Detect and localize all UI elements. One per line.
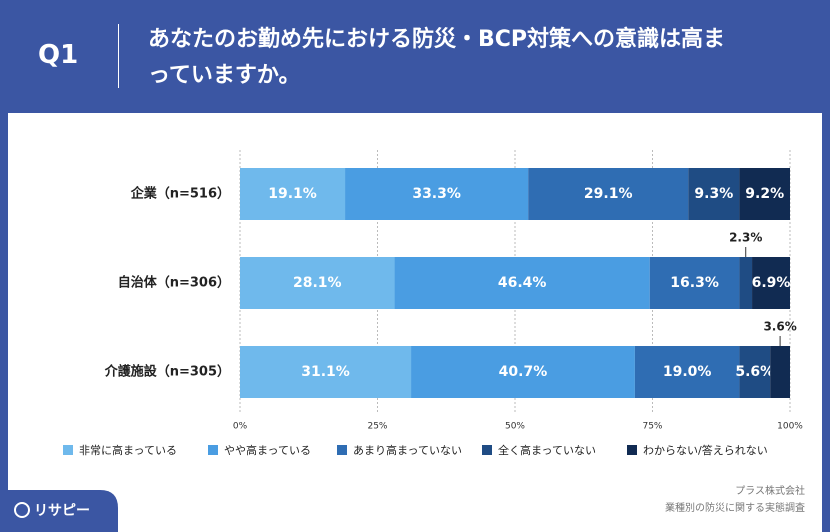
bar-segment [739,257,753,309]
x-tick-label: 0% [233,422,248,432]
value-label: 6.9% [752,275,791,291]
value-label: 9.3% [694,186,733,202]
legend-label: あまり高まっていない [353,443,462,457]
value-label: 33.3% [412,186,461,202]
value-label: 3.6% [763,320,796,334]
bar-segment [752,257,790,309]
survey: 業種別の防災に関する実態調査 [665,501,805,514]
bar-segment [240,168,346,220]
bar-segment [634,346,740,398]
bar-segment [739,346,771,398]
bar-segment [240,257,395,309]
value-label: 19.1% [268,186,317,202]
value-label: 28.1% [293,275,342,291]
value-label: 2.3% [729,231,762,245]
bar-segment [649,257,740,309]
logo-icon [14,502,30,518]
legend-label: 全く高まっていない [498,443,596,457]
x-tick-label: 50% [505,422,525,432]
x-tick-label: 75% [642,422,662,432]
legend-label: やや高まっている [224,443,311,457]
bar-segment [411,346,635,398]
legend-swatch [337,445,347,455]
category-label: 介護施設（n=305） [104,364,230,380]
bar-segment [240,346,412,398]
legend-swatch [627,445,637,455]
value-label: 31.1% [301,364,350,380]
value-label: 46.4% [498,275,547,291]
legend-label: わからない/答えられない [643,443,768,457]
value-label: 16.3% [670,275,719,291]
bar-segment [688,168,740,220]
category-label: 自治体（n=306） [118,275,230,291]
value-label: 40.7% [499,364,548,380]
logo: リサピー [34,503,90,519]
category-label: 企業（n=516） [130,186,230,202]
legend-swatch [208,445,218,455]
legend-label: 非常に高まっている [79,443,177,457]
x-tick-label: 25% [367,422,387,432]
value-label: 19.0% [663,364,712,380]
bar-segment [739,168,790,220]
legend-swatch [63,445,73,455]
question: Q1 [38,40,79,70]
bar-segment [770,346,790,398]
x-tick-label: 100% [777,422,803,432]
company: プラス株式会社 [735,484,805,497]
value-label: 29.1% [584,186,633,202]
legend-swatch [482,445,492,455]
bar-segment [528,168,689,220]
value-label: 5.6% [735,364,774,380]
bar-segment [394,257,650,309]
logo-tab [0,490,118,532]
value-label: 9.2% [745,186,784,202]
title: あなたのお勤め先における防災・BCP対策への意識は高まっていますか。 [148,27,726,88]
divider [118,24,119,88]
bar-segment [345,168,529,220]
